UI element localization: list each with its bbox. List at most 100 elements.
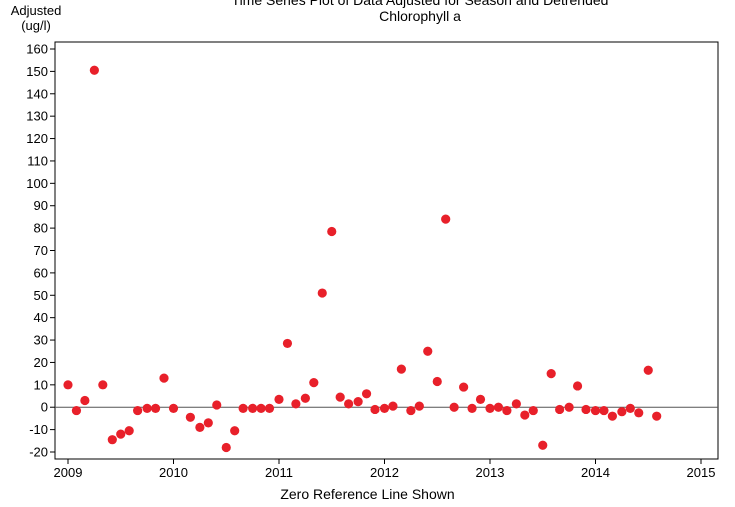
data-point — [643, 365, 653, 375]
x-tick-label: 2010 — [159, 465, 188, 480]
data-point — [528, 405, 538, 416]
data-point — [335, 392, 345, 402]
data-point — [564, 402, 574, 412]
data-point — [230, 426, 240, 436]
chart-title-line2: Chlorophyll a — [379, 8, 461, 24]
x-tick-label: 2013 — [476, 465, 505, 480]
data-point — [520, 410, 530, 420]
data-point — [344, 399, 354, 409]
data-point — [590, 405, 601, 416]
y-tick-label: -20 — [29, 445, 48, 460]
data-point — [203, 418, 213, 428]
x-tick-label: 2015 — [687, 465, 716, 480]
data-point — [124, 426, 134, 436]
data-point — [282, 338, 293, 349]
data-points — [63, 65, 662, 453]
y-tick-label: 140 — [26, 86, 48, 101]
data-point — [274, 394, 284, 404]
data-point — [116, 429, 126, 439]
data-point — [555, 404, 565, 415]
data-point — [107, 435, 117, 445]
data-point — [133, 405, 143, 416]
y-tick-label: 50 — [34, 288, 48, 303]
data-point — [353, 397, 363, 407]
data-point — [195, 422, 205, 432]
data-point — [634, 408, 644, 418]
x-tick-label: 2009 — [54, 465, 83, 480]
data-point — [221, 442, 231, 453]
y-tick-label: 120 — [26, 131, 48, 146]
data-point — [449, 402, 459, 412]
y-tick-label: 20 — [34, 355, 48, 370]
data-point — [185, 412, 195, 422]
data-point — [572, 381, 583, 391]
data-point — [89, 65, 99, 75]
x-axis-label: Zero Reference Line Shown — [280, 486, 455, 502]
y-tick-label: 100 — [26, 176, 48, 191]
data-point — [327, 226, 337, 237]
data-point — [370, 404, 380, 415]
data-point — [414, 401, 424, 411]
data-point — [493, 402, 504, 412]
data-point — [159, 373, 169, 383]
data-point — [248, 403, 258, 413]
x-tick-label: 2012 — [370, 465, 399, 480]
data-point — [361, 389, 372, 399]
data-point — [317, 288, 327, 298]
data-point — [256, 403, 266, 413]
y-axis-label-line2: (ug/l) — [21, 18, 51, 33]
y-tick-label: 60 — [34, 265, 48, 280]
x-axis: 2009 2010 2011 2012 2013 2014 2015 — [54, 459, 716, 480]
y-tick-label: 0 — [41, 400, 48, 415]
data-point — [406, 405, 416, 416]
y-axis-label: Adjusted (ug/l) — [2, 3, 70, 33]
data-point — [652, 411, 662, 421]
y-tick-label: 110 — [27, 153, 48, 168]
y-tick-label: 10 — [34, 377, 48, 392]
y-tick-label: -10 — [29, 422, 48, 437]
data-point — [388, 401, 398, 411]
y-tick-label: 150 — [26, 64, 48, 79]
data-point — [502, 405, 512, 416]
data-point — [80, 395, 90, 406]
data-point — [212, 400, 222, 410]
data-point — [607, 411, 617, 421]
y-axis-label-line1: Adjusted — [10, 3, 62, 18]
data-point — [63, 380, 73, 390]
y-tick-label: 30 — [34, 333, 48, 348]
data-point — [264, 403, 275, 413]
y-tick-label: 160 — [26, 42, 48, 57]
scatter-chart: -20 -10 0 10 20 30 40 50 60 70 80 90 100 110 120 130 140… — [26, 41, 719, 480]
data-point — [475, 394, 486, 404]
x-tick-label: 2014 — [581, 465, 610, 480]
data-point — [625, 403, 635, 413]
data-point — [98, 380, 108, 390]
x-tick-label: 2011 — [265, 465, 293, 480]
plot-frame — [54, 41, 719, 460]
data-point — [142, 403, 152, 413]
data-point — [581, 404, 591, 415]
data-point — [485, 403, 495, 413]
data-point — [467, 403, 477, 413]
data-point — [379, 403, 390, 413]
data-point — [599, 405, 609, 416]
y-tick-label: 80 — [34, 221, 48, 236]
y-tick-label: 70 — [34, 243, 48, 258]
data-point — [300, 393, 310, 403]
data-point — [291, 399, 301, 409]
data-point — [150, 403, 161, 413]
data-point — [546, 369, 556, 379]
data-point — [71, 405, 82, 416]
y-tick-label: 130 — [26, 109, 48, 124]
data-point — [459, 382, 469, 392]
data-point — [441, 214, 451, 224]
data-point — [238, 403, 248, 413]
data-point — [511, 399, 521, 409]
data-point — [423, 346, 433, 356]
y-tick-label: 90 — [34, 198, 48, 213]
y-tick-label: 40 — [34, 310, 48, 325]
data-point — [309, 377, 319, 388]
data-point — [538, 440, 548, 450]
data-point — [396, 364, 406, 374]
chart-title: Time Series Plot of Data Adjusted for Se… — [230, 0, 610, 24]
